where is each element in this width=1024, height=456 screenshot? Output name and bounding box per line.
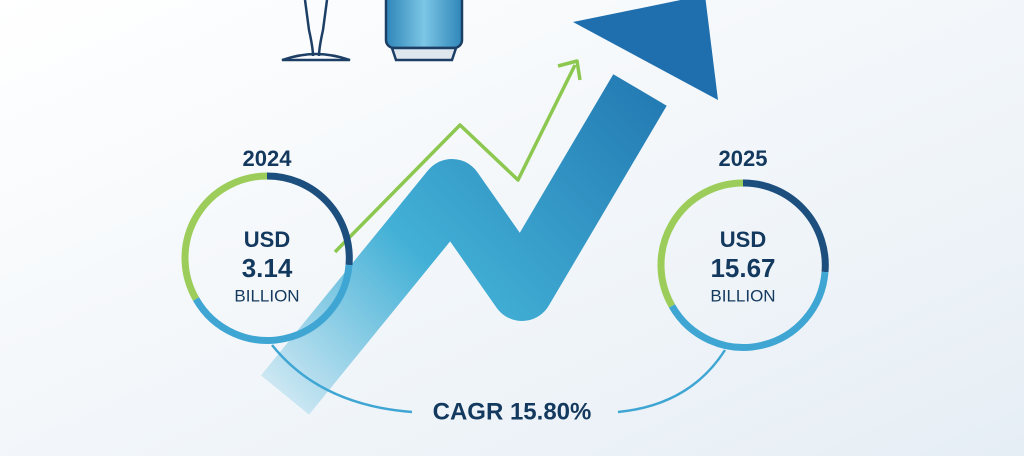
unit-label: BILLION bbox=[234, 286, 299, 305]
left-ring bbox=[181, 172, 353, 344]
growth-arrow bbox=[260, 0, 718, 415]
glass-icon bbox=[281, 0, 351, 62]
amount-label: 3.14 bbox=[242, 253, 293, 283]
can-icon bbox=[384, 0, 464, 62]
unit-label: BILLION bbox=[710, 286, 775, 305]
connector bbox=[271, 344, 727, 414]
currency-label: USD bbox=[720, 227, 766, 252]
year-label: 2025 bbox=[719, 146, 768, 171]
trend-line bbox=[333, 59, 582, 254]
cagr-label: CAGR 15.80% bbox=[433, 398, 592, 425]
currency-label: USD bbox=[244, 227, 290, 252]
year-label: 2024 bbox=[243, 146, 293, 171]
amount-label: 15.67 bbox=[710, 253, 775, 283]
right-ring bbox=[657, 179, 829, 351]
